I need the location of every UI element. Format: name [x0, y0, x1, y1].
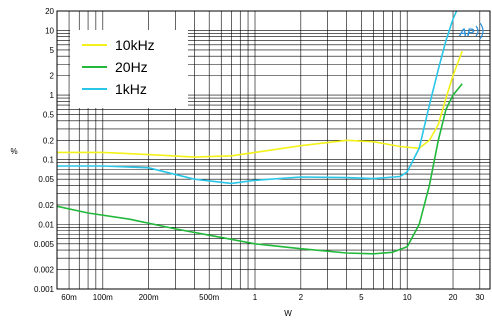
- y-tick-label: 0.1: [43, 156, 55, 165]
- x-tick-label: 5: [359, 293, 364, 302]
- x-axis-ticks: 60m 100m 200m 500m 1 2 5 10 20 30: [61, 293, 485, 302]
- series-line-10khz: [57, 50, 463, 158]
- legend-label-1khz: 1kHz: [115, 81, 147, 97]
- x-tick-label: 2: [299, 293, 304, 302]
- x-tick-label: 10: [403, 293, 412, 302]
- y-tick-label: 5: [50, 46, 55, 55]
- legend: 10kHz 20Hz 1kHz: [70, 30, 188, 108]
- legend-label-20hz: 20Hz: [115, 59, 148, 75]
- series-line-1khz: [57, 11, 458, 185]
- x-axis-title: W: [284, 309, 292, 318]
- y-tick-label: 0.002: [34, 266, 55, 275]
- y-tick-label: 10: [45, 26, 54, 35]
- y-tick-label: 0.2: [43, 136, 55, 145]
- ap-logo-text: AP: [458, 27, 475, 39]
- y-tick-label: 2: [50, 72, 55, 81]
- y-axis-ticks: 0.001 0.002 0.005 0.01 0.02 0.05 0.1 0.2 0.5 1 2 5 1…: [34, 7, 55, 294]
- y-tick-label: 0.001: [34, 285, 55, 294]
- y-tick-label: 0.01: [38, 220, 54, 229]
- ap-logo: AP: [458, 22, 484, 40]
- ap-logo-waves-icon: [475, 22, 484, 40]
- legend-label-10khz: 10kHz: [115, 37, 155, 53]
- series-lines: [57, 11, 463, 255]
- x-tick-label: 500m: [199, 293, 219, 302]
- x-tick-label: 20: [449, 293, 458, 302]
- x-tick-label: 1: [253, 293, 258, 302]
- series-line-20hz: [57, 83, 463, 255]
- x-tick-label: 100m: [93, 293, 113, 302]
- legend-box: [70, 30, 188, 108]
- y-tick-label: 0.02: [38, 201, 54, 210]
- y-tick-label: 0.05: [38, 175, 54, 184]
- x-tick-label: 60m: [61, 293, 77, 302]
- y-axis-title: %: [10, 147, 17, 156]
- x-tick-label: 30: [475, 293, 484, 302]
- y-tick-label: 1: [50, 91, 55, 100]
- y-tick-label: 20: [45, 7, 54, 16]
- y-tick-label: 0.005: [34, 240, 55, 249]
- y-tick-label: 0.5: [43, 111, 55, 120]
- x-tick-label: 200m: [139, 293, 159, 302]
- plot-frame: [56, 10, 491, 290]
